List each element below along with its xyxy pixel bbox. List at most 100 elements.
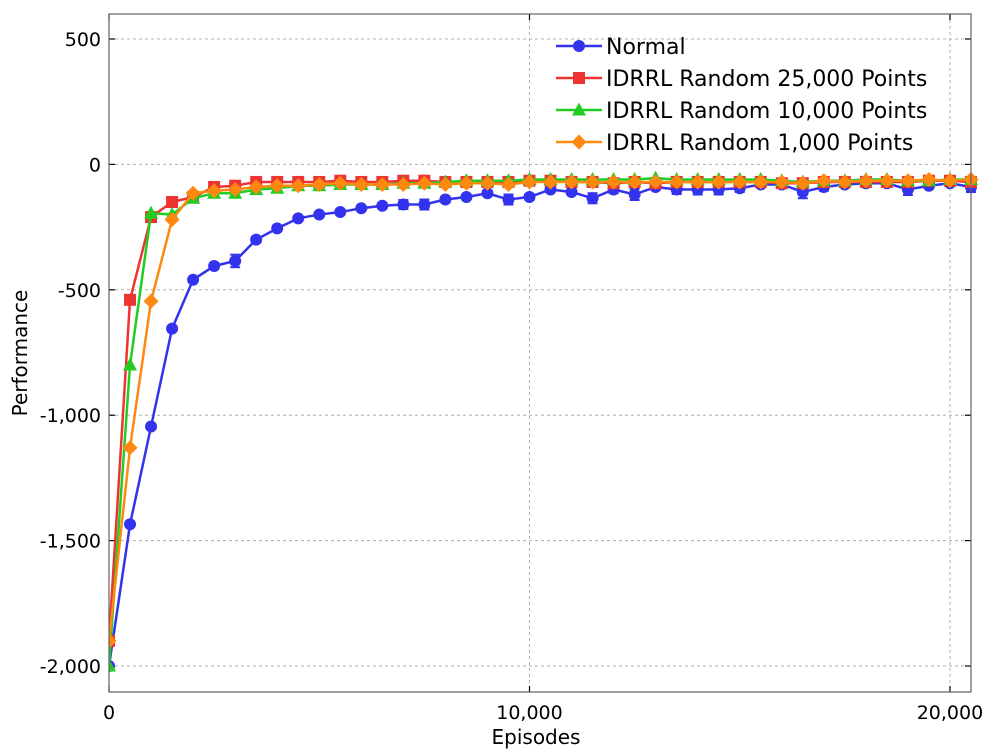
data-point bbox=[109, 633, 117, 649]
y-tick-label: -1,500 bbox=[40, 531, 101, 553]
data-point bbox=[586, 192, 599, 205]
y-tick-label: 500 bbox=[65, 29, 101, 51]
data-point bbox=[355, 202, 368, 215]
data-point bbox=[627, 174, 643, 190]
data-point bbox=[376, 199, 389, 212]
legend-label: IDRRL Random 10,000 Points bbox=[606, 99, 927, 124]
data-point bbox=[523, 191, 536, 204]
data-point bbox=[543, 174, 559, 190]
legend-entry: IDRRL Random 10,000 Points bbox=[556, 99, 927, 124]
data-point bbox=[753, 174, 769, 190]
data-point bbox=[395, 176, 411, 192]
data-point bbox=[123, 357, 138, 371]
data-point bbox=[250, 233, 263, 246]
data-point bbox=[164, 212, 180, 228]
data-point bbox=[334, 206, 347, 219]
data-point bbox=[690, 174, 706, 190]
series-line bbox=[109, 176, 971, 667]
data-point bbox=[460, 191, 473, 204]
data-point bbox=[374, 176, 390, 192]
data-point bbox=[227, 181, 243, 197]
plot-frame bbox=[108, 13, 972, 693]
data-point bbox=[187, 273, 200, 286]
data-point bbox=[879, 173, 895, 189]
x-tick-label: 10,000 bbox=[496, 702, 562, 724]
data-point bbox=[185, 185, 201, 201]
series-idrrl-random-25-000-points bbox=[109, 174, 977, 647]
data-point bbox=[502, 193, 515, 206]
data-point bbox=[124, 293, 137, 306]
legend-swatch-marker bbox=[573, 72, 585, 84]
data-point bbox=[921, 171, 937, 187]
data-point bbox=[437, 176, 453, 192]
data-point bbox=[143, 293, 159, 309]
series-group bbox=[109, 170, 979, 672]
y-tick-label: -2,000 bbox=[40, 656, 101, 678]
data-point bbox=[732, 174, 748, 190]
data-point bbox=[109, 658, 116, 672]
legend-label: Normal bbox=[606, 35, 686, 60]
data-point bbox=[481, 187, 494, 200]
legend-label: IDRRL Random 1,000 Points bbox=[606, 131, 913, 156]
legend-label: IDRRL Random 25,000 Points bbox=[606, 67, 927, 92]
data-point bbox=[166, 322, 179, 335]
legend-entry: IDRRL Random 1,000 Points bbox=[556, 131, 913, 156]
series-idrrl-random-10-000-points bbox=[109, 170, 978, 672]
data-point bbox=[292, 212, 305, 225]
data-point bbox=[418, 198, 431, 211]
data-point bbox=[795, 175, 811, 191]
data-point bbox=[942, 173, 958, 189]
data-point bbox=[648, 174, 664, 190]
data-point bbox=[439, 193, 452, 206]
data-point bbox=[353, 176, 369, 192]
data-point bbox=[248, 179, 264, 195]
data-point bbox=[521, 174, 537, 190]
data-point bbox=[206, 183, 222, 199]
x-axis-title: Episodes bbox=[492, 725, 581, 749]
data-point bbox=[397, 198, 410, 211]
data-point bbox=[144, 205, 159, 219]
legend-entry: IDRRL Random 25,000 Points bbox=[556, 67, 927, 92]
data-point bbox=[774, 174, 790, 190]
series-idrrl-random-1-000-points bbox=[109, 171, 979, 649]
data-point bbox=[585, 174, 601, 190]
data-point bbox=[479, 175, 495, 191]
data-point bbox=[565, 185, 578, 198]
series-normal bbox=[109, 177, 977, 672]
data-point bbox=[122, 440, 138, 456]
axes: 500 0 -500 -1,000 -1,500 -2,000 0 10,000 20,000 bbox=[40, 14, 983, 724]
data-point bbox=[837, 174, 853, 190]
data-point bbox=[332, 175, 348, 191]
data-point bbox=[271, 222, 284, 235]
x-tick-label: 20,000 bbox=[917, 702, 983, 724]
legend-entry: Normal bbox=[556, 35, 686, 60]
data-point bbox=[458, 175, 474, 191]
data-point bbox=[564, 174, 580, 190]
legend-swatch-marker bbox=[573, 40, 585, 52]
y-axis-title: Performance bbox=[8, 290, 32, 417]
data-point bbox=[229, 254, 242, 267]
data-point bbox=[208, 259, 221, 272]
y-tick-label: 0 bbox=[89, 154, 101, 176]
series-line bbox=[109, 179, 972, 641]
legend-swatch-marker bbox=[571, 134, 587, 150]
data-point bbox=[313, 208, 326, 221]
x-tick-label: 0 bbox=[103, 702, 115, 724]
data-point bbox=[606, 174, 622, 190]
data-point bbox=[269, 178, 285, 194]
y-tick-label: -500 bbox=[58, 280, 101, 302]
y-tick-label: -1,000 bbox=[40, 405, 101, 427]
data-point bbox=[416, 175, 432, 191]
data-point bbox=[669, 174, 685, 190]
data-point bbox=[500, 176, 516, 192]
data-point bbox=[858, 173, 874, 189]
data-point bbox=[628, 188, 641, 201]
legend: Normal IDRRL Random 25,000 Points IDRRL Ra… bbox=[556, 35, 927, 156]
data-point bbox=[311, 176, 327, 192]
data-point bbox=[711, 174, 727, 190]
data-point bbox=[290, 178, 306, 194]
data-point bbox=[124, 518, 137, 531]
data-point bbox=[816, 173, 832, 189]
data-point bbox=[166, 196, 179, 209]
